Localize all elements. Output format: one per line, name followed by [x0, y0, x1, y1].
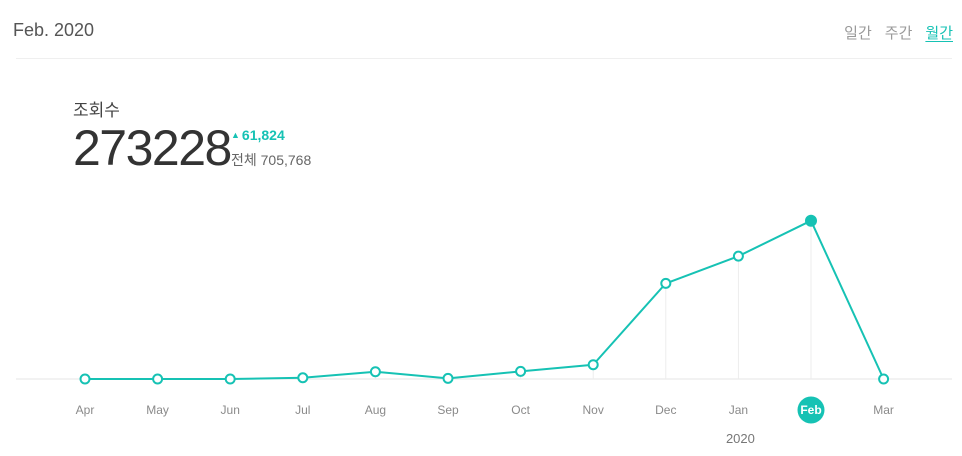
- period-title: Feb. 2020: [13, 20, 95, 40]
- x-tick-label: Nov: [583, 403, 604, 417]
- selected-month-badge: [797, 396, 825, 424]
- tab-daily[interactable]: 일간: [844, 25, 872, 42]
- x-tick-label: Mar: [873, 403, 894, 417]
- x-tick-label: Dec: [655, 403, 676, 417]
- data-point: [369, 366, 381, 378]
- header-divider: [16, 58, 952, 59]
- data-point: [587, 359, 599, 371]
- period-tabs: 일간 주간 월간: [844, 22, 953, 43]
- data-point: [732, 250, 744, 262]
- data-point: [79, 373, 91, 385]
- tab-monthly[interactable]: 월간: [925, 25, 953, 42]
- x-tick-label: Feb: [800, 403, 821, 417]
- data-point: [660, 277, 672, 289]
- x-tick-label: Aug: [365, 403, 386, 417]
- x-tick-label: Oct: [511, 403, 530, 417]
- x-tick-label: Sep: [437, 403, 459, 417]
- x-tick-label: May: [146, 403, 169, 417]
- series-line: [85, 219, 885, 380]
- data-point: [878, 373, 890, 385]
- delta-text: 61,824: [241, 127, 285, 143]
- x-tick-label: Jun: [221, 403, 240, 417]
- data-point: [297, 372, 309, 384]
- header: Feb. 2020 일간 주간 월간: [0, 0, 962, 58]
- data-point: [152, 373, 164, 385]
- x-tick-label: Apr: [76, 403, 95, 417]
- year-label: 2020: [726, 431, 755, 446]
- metric-label: 조회수: [73, 101, 120, 120]
- tab-weekly[interactable]: 주간: [884, 25, 913, 42]
- delta-value: ▲ 61,824: [231, 127, 285, 143]
- stats-summary: 조회수 273228 ▲ 61,824 전체 705,768: [73, 96, 311, 176]
- metric-value: 273228: [73, 120, 232, 176]
- x-tick-label: Jul: [295, 403, 310, 417]
- data-point: [515, 365, 527, 377]
- data-point: [442, 372, 454, 384]
- total-views: 전체 705,768: [231, 152, 312, 168]
- data-point: [805, 214, 817, 227]
- x-tick-label: Jan: [729, 403, 748, 417]
- data-point: [224, 373, 236, 385]
- triangle-up-icon: ▲: [231, 130, 240, 140]
